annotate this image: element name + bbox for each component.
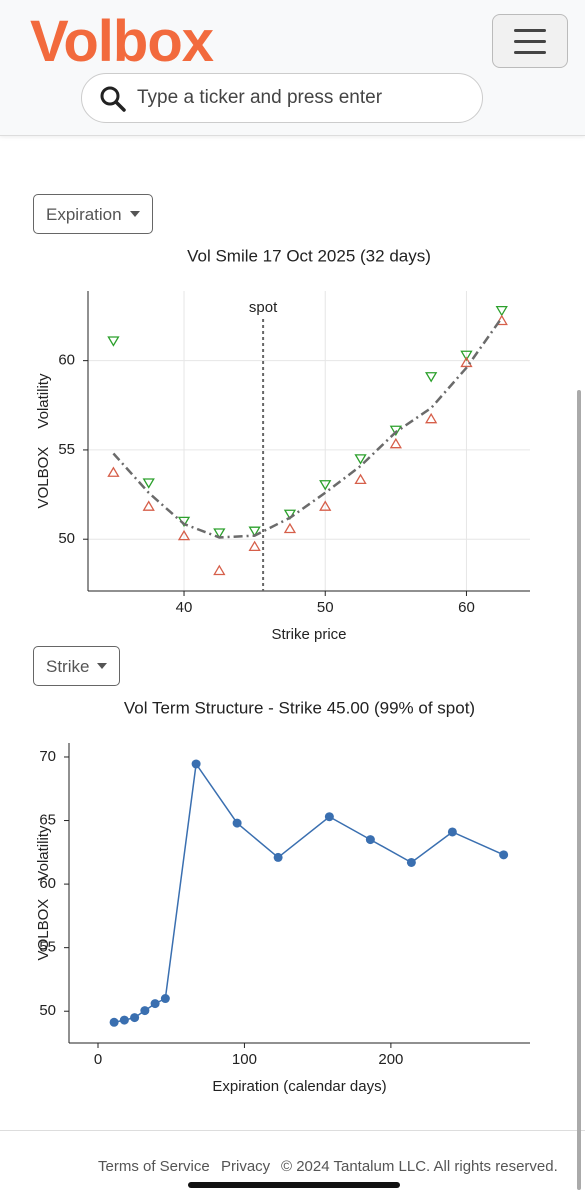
charts: Vol Smile 17 Oct 2025 (32 days) Strike pr… xyxy=(35,246,530,1095)
point xyxy=(283,522,297,534)
point xyxy=(232,818,242,828)
point xyxy=(119,1015,129,1025)
x-axis-label: Expiration (calendar days) xyxy=(212,1078,386,1095)
expiration-dropdown[interactable]: Expiration xyxy=(33,194,153,234)
spot-label: spot xyxy=(249,299,278,316)
strike-dropdown[interactable]: Strike xyxy=(33,646,121,686)
scrollbar xyxy=(577,390,581,1190)
x-tick-label: 50 xyxy=(317,599,334,616)
series-line xyxy=(112,317,503,539)
point xyxy=(191,759,201,769)
point xyxy=(213,564,226,576)
point xyxy=(365,835,375,845)
y-tick-label: 60 xyxy=(39,875,56,892)
point xyxy=(389,425,402,437)
y-tick-label: 60 xyxy=(58,352,75,369)
point xyxy=(130,1013,140,1023)
x-tick-label: 100 xyxy=(232,1051,257,1068)
point xyxy=(213,528,226,539)
x-tick-label: 60 xyxy=(458,599,475,616)
y-axis-label: VOLBOX Volatility xyxy=(35,825,52,960)
point xyxy=(107,466,120,477)
point xyxy=(107,336,120,347)
point xyxy=(273,852,283,862)
point xyxy=(389,437,402,449)
chart-title: Vol Term Structure - Strike 45.00 (99% o… xyxy=(124,698,475,717)
x-axis-label: Strike price xyxy=(271,626,346,643)
y-axis-label: VOLBOX Volatility xyxy=(35,373,52,508)
y-tick-label: 55 xyxy=(39,939,56,956)
menu-button[interactable] xyxy=(492,14,568,68)
home-indicator xyxy=(188,1182,400,1188)
footer: Terms of Service Privacy © 2024 Tantalum… xyxy=(0,1130,585,1201)
point xyxy=(283,509,297,520)
copyright: © 2024 Tantalum LLC. All rights reserved… xyxy=(281,1158,558,1175)
point xyxy=(142,500,155,511)
search-icon xyxy=(100,86,126,112)
point xyxy=(319,480,332,491)
x-tick-label: 40 xyxy=(176,599,193,616)
point xyxy=(324,812,334,822)
point xyxy=(319,500,332,511)
point xyxy=(354,473,367,485)
point xyxy=(150,999,160,1009)
y-tick-label: 50 xyxy=(58,530,75,547)
point xyxy=(142,478,155,489)
x-tick-label: 0 xyxy=(94,1051,102,1068)
y-tick-label: 65 xyxy=(39,812,56,829)
y-tick-label: 55 xyxy=(58,441,75,458)
series-line xyxy=(113,761,504,1024)
point xyxy=(248,540,261,552)
point xyxy=(248,526,261,537)
header: Volbox Type a ticker and press enter xyxy=(0,0,585,136)
point xyxy=(425,412,438,424)
search-box[interactable]: Type a ticker and press enter xyxy=(81,73,483,123)
privacy-link[interactable]: Privacy xyxy=(221,1158,271,1175)
point xyxy=(140,1006,150,1016)
chart-title: Vol Smile 17 Oct 2025 (32 days) xyxy=(187,246,431,265)
point xyxy=(495,314,508,326)
point xyxy=(177,529,191,541)
x-tick-label: 200 xyxy=(378,1051,403,1068)
y-tick-label: 70 xyxy=(39,748,56,765)
y-tick-label: 50 xyxy=(39,1002,56,1019)
point xyxy=(460,350,473,362)
point xyxy=(447,827,457,837)
point xyxy=(425,372,438,383)
point xyxy=(354,454,367,465)
search-placeholder: Type a ticker and press enter xyxy=(137,87,383,108)
point xyxy=(495,305,508,317)
point xyxy=(406,857,416,867)
terms-link[interactable]: Terms of Service xyxy=(98,1158,210,1175)
point xyxy=(109,1017,119,1027)
point xyxy=(160,994,170,1004)
logo[interactable]: Volbox xyxy=(30,9,214,74)
point xyxy=(499,850,509,860)
